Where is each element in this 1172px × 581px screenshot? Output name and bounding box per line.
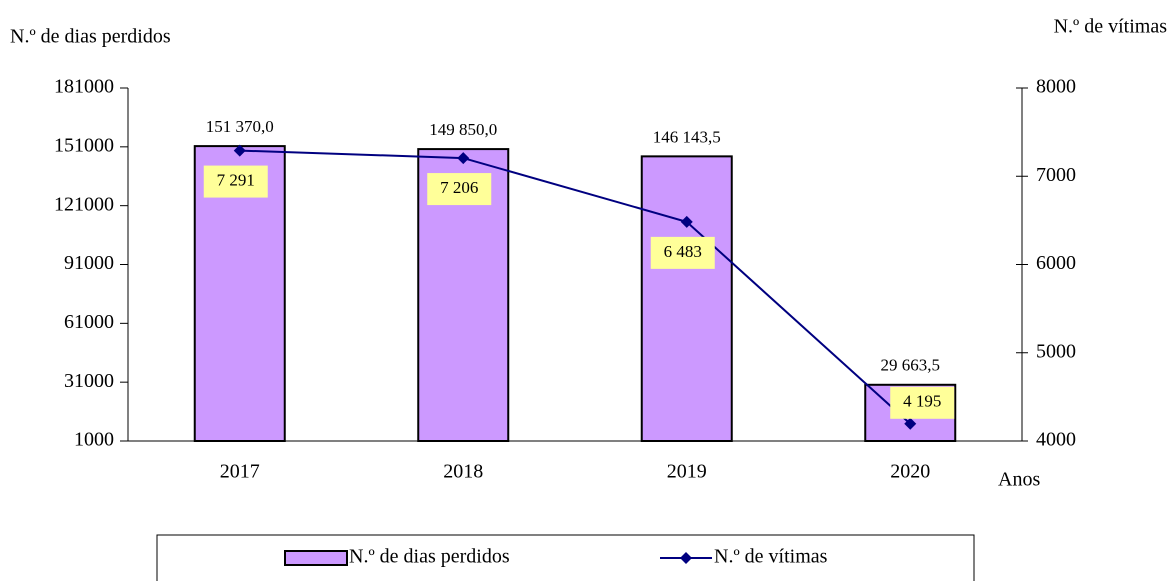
bar-value-label: 151 370,0 [206,117,274,136]
y-tick-label: 91000 [64,252,114,274]
x-tick-label: 2020 [890,461,930,483]
y2-axis-title: N.º de vítimas [1054,16,1168,38]
value-label-box [890,386,955,419]
x-tick-label: 2018 [443,461,483,483]
legend-label: N.º de dias perdidos [349,546,510,568]
x-tick-label: 2019 [667,461,707,483]
y-tick-label: 151000 [54,134,114,156]
y-tick-label: 31000 [64,370,114,392]
bar [640,155,733,442]
line [239,149,911,425]
y2-tick-label: 6000 [1036,252,1076,274]
x-tick-label: 2017 [220,461,260,483]
y2-tick-label: 4000 [1036,429,1076,451]
value-label-box [203,165,268,198]
x-axis-title: Anos [998,469,1040,491]
value-label-box [650,236,715,269]
line-value-label: 6 483 [664,242,702,261]
line-marker [904,417,917,430]
y-tick-label: 121000 [54,193,114,215]
value-label-box [427,173,492,206]
y-tick-label: 181000 [54,76,114,98]
line-value-label: 7 291 [217,170,255,189]
line-value-label: 4 195 [903,392,941,411]
bar-value-label: 146 143,5 [653,127,721,146]
y-tick-label: 61000 [64,311,114,333]
bar-value-label: 29 663,5 [881,356,941,375]
line-marker [457,152,470,165]
y-tick-label: 1000 [74,429,114,451]
legend-box [156,534,975,581]
legend-label: N.º de vítimas [714,546,828,568]
line-value-label: 7 206 [440,178,478,197]
y2-tick-label: 7000 [1036,164,1076,186]
legend-marker [680,552,692,564]
line-marker [680,215,693,228]
line-marker [233,144,246,157]
bar-value-label: 149 850,0 [429,120,497,139]
y2-tick-label: 8000 [1036,76,1076,98]
y2-tick-label: 5000 [1036,340,1076,362]
legend-swatch [284,550,348,566]
y-axis-title: N.º de dias perdidos [10,26,171,48]
